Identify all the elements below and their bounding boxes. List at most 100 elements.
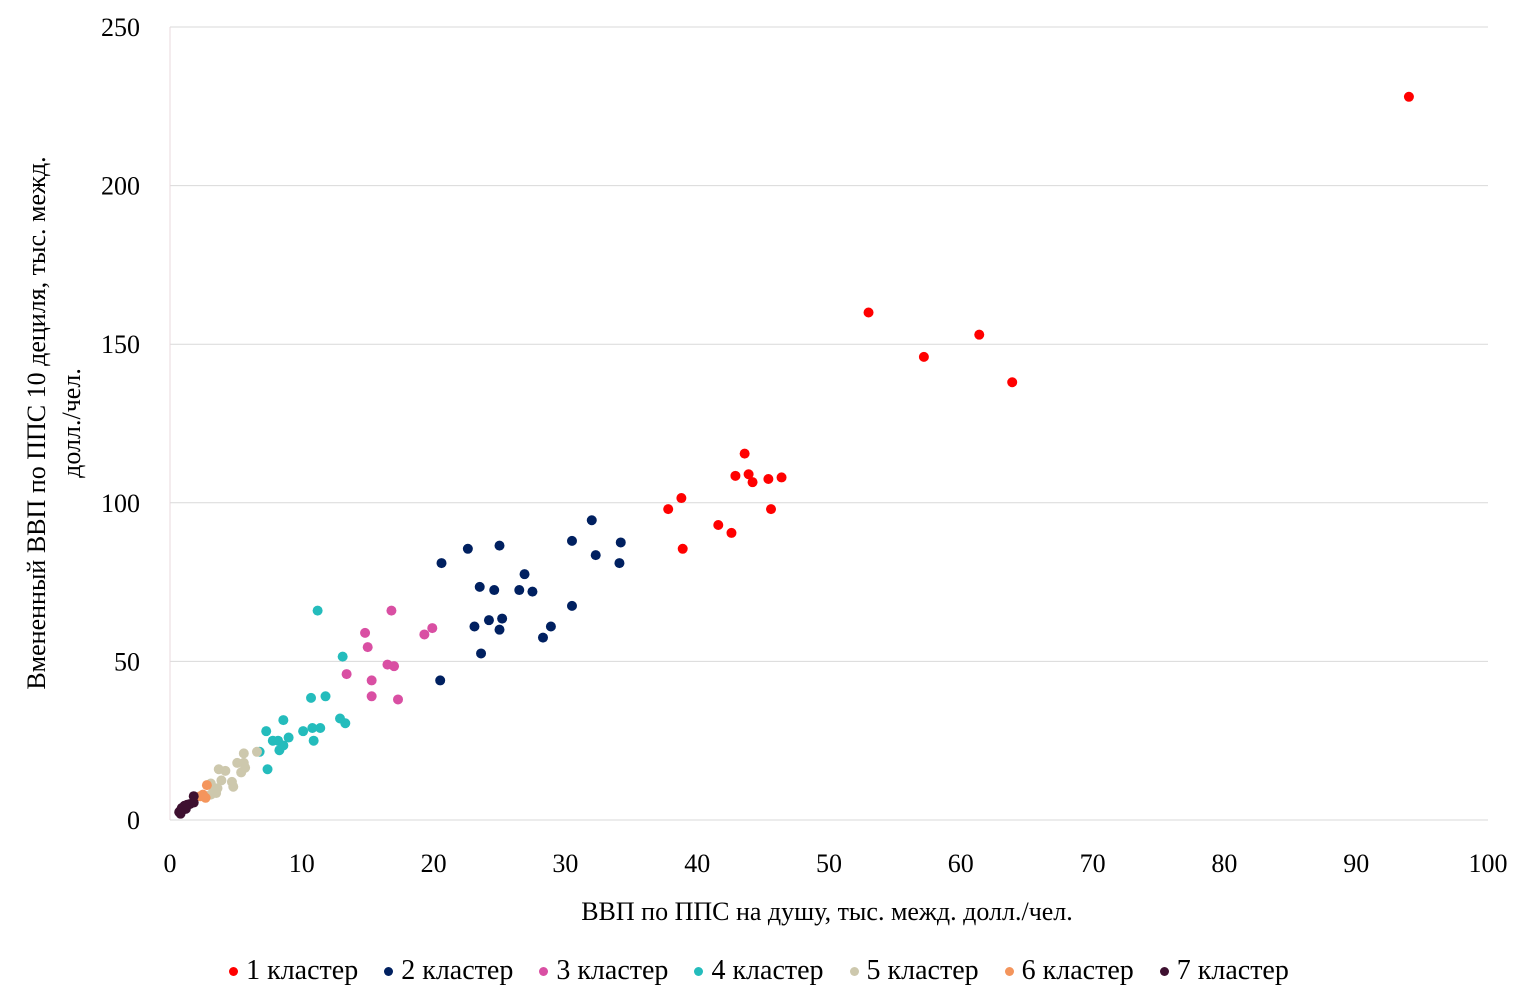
point-s2-9 — [474, 581, 485, 592]
point-s4-5 — [340, 718, 351, 729]
x-axis-label: ВВП по ППС на душу, тыс. межд. долл./чел… — [581, 897, 1073, 926]
point-s2-4 — [462, 543, 473, 554]
scatter-chart: 0 10 20 30 40 50 60 70 80 90 100 0 50 100 150 200 250 ВВ… — [22, 13, 1508, 926]
legend-item-5: 5 кластер — [849, 955, 979, 987]
point-s7-9 — [175, 808, 186, 819]
point-s4-1 — [337, 651, 348, 662]
point-s3-2 — [419, 629, 430, 640]
y-tick-label-4: 200 — [101, 172, 140, 201]
series-7 — [174, 791, 199, 819]
point-s5-0 — [238, 748, 249, 759]
point-s1-5 — [739, 448, 750, 459]
x-tick-label-6: 60 — [948, 849, 974, 878]
point-s1-4 — [1007, 377, 1018, 388]
legend-marker-3 — [539, 966, 549, 976]
point-s6-0 — [201, 780, 212, 791]
point-s1-16 — [677, 543, 688, 554]
point-s2-7 — [436, 558, 447, 569]
series-5 — [205, 746, 262, 800]
point-s1-12 — [663, 504, 674, 515]
point-s4-13 — [267, 735, 278, 746]
point-s1-13 — [766, 504, 777, 515]
legend-marker-4 — [694, 966, 704, 976]
point-s3-4 — [362, 642, 373, 653]
legend-item-2: 2 кластер — [384, 955, 513, 987]
point-s2-5 — [590, 550, 601, 561]
point-s2-8 — [519, 569, 530, 580]
tick-labels: 0 10 20 30 40 50 60 70 80 90 100 0 50 100 150 200 250 — [101, 13, 1508, 878]
axes — [169, 27, 1488, 821]
point-s2-13 — [566, 600, 577, 611]
point-s4-6 — [278, 715, 289, 726]
legend-item-6: 6 кластер — [1004, 955, 1134, 987]
legend-label-5: 5 кластер — [866, 955, 979, 986]
point-s1-11 — [676, 493, 687, 504]
series-2 — [435, 515, 626, 686]
point-s4-8 — [315, 723, 326, 734]
point-s3-8 — [366, 675, 377, 686]
legend-marker-6 — [1004, 966, 1014, 976]
point-s1-9 — [763, 474, 774, 485]
legend-marker-1 — [229, 966, 239, 976]
y-axis-label-line2: долл./чел. — [57, 368, 86, 478]
legend-marker-2 — [384, 966, 394, 976]
point-s1-15 — [726, 527, 737, 538]
point-s2-11 — [514, 585, 525, 596]
point-s4-2 — [320, 691, 331, 702]
point-s3-1 — [427, 623, 438, 634]
legend-item-3: 3 кластер — [539, 955, 668, 987]
chart-legend: 1 кластер 2 кластер 3 кластер 4 кластер 5 кл… — [0, 955, 1518, 987]
point-s1-1 — [863, 307, 874, 318]
point-s2-16 — [469, 621, 480, 632]
point-s2-0 — [586, 515, 597, 526]
point-s4-14 — [308, 735, 319, 746]
point-s5-8 — [216, 775, 227, 786]
legend-label-3: 3 кластер — [556, 955, 669, 986]
point-s4-16 — [274, 745, 285, 756]
point-s4-18 — [262, 764, 273, 775]
point-s4-10 — [261, 726, 272, 737]
point-s4-9 — [298, 726, 309, 737]
legend-item-1: 1 кластер — [229, 955, 358, 987]
series-4 — [254, 605, 351, 775]
y-tick-label-2: 100 — [101, 489, 140, 518]
point-s2-6 — [614, 558, 625, 569]
x-tick-label-8: 80 — [1211, 849, 1237, 878]
point-s1-14 — [713, 520, 724, 531]
y-tick-label-0: 0 — [127, 806, 140, 835]
point-s3-10 — [393, 694, 404, 705]
series-1 — [663, 91, 1414, 554]
legend-marker-7 — [1159, 966, 1169, 976]
y-tick-label-5: 250 — [101, 13, 140, 42]
y-tick-label-1: 50 — [114, 647, 140, 676]
x-tick-label-3: 30 — [552, 849, 578, 878]
point-s1-6 — [730, 470, 741, 481]
point-s5-6 — [213, 764, 224, 775]
legend-label-6: 6 кластер — [1021, 955, 1134, 986]
series-6 — [195, 780, 212, 803]
legend-label-2: 2 кластер — [401, 955, 514, 986]
point-s2-3 — [494, 540, 505, 551]
point-s2-1 — [566, 535, 577, 546]
point-s1-3 — [918, 351, 929, 362]
point-s3-3 — [360, 627, 371, 638]
point-s1-2 — [974, 329, 985, 340]
x-tick-label-5: 50 — [816, 849, 842, 878]
y-axis-label-line1: Вмененный ВВП по ППС 10 дециля, тыс. меж… — [22, 156, 51, 689]
point-s1-0 — [1403, 91, 1414, 102]
series-3 — [341, 605, 438, 705]
point-s5-7 — [236, 767, 247, 778]
point-s2-15 — [483, 615, 494, 626]
legend-label-4: 4 кластер — [711, 955, 824, 986]
y-tick-label-3: 150 — [101, 330, 140, 359]
x-tick-label-7: 70 — [1080, 849, 1106, 878]
point-s1-10 — [776, 472, 787, 483]
x-tick-label-2: 20 — [421, 849, 447, 878]
legend-marker-5 — [849, 966, 859, 976]
point-s5-10 — [228, 781, 239, 792]
point-s2-12 — [527, 586, 538, 597]
point-s2-17 — [545, 621, 556, 632]
legend-label-7: 7 кластер — [1176, 955, 1289, 986]
point-s3-6 — [389, 661, 400, 672]
point-s5-1 — [251, 746, 262, 757]
